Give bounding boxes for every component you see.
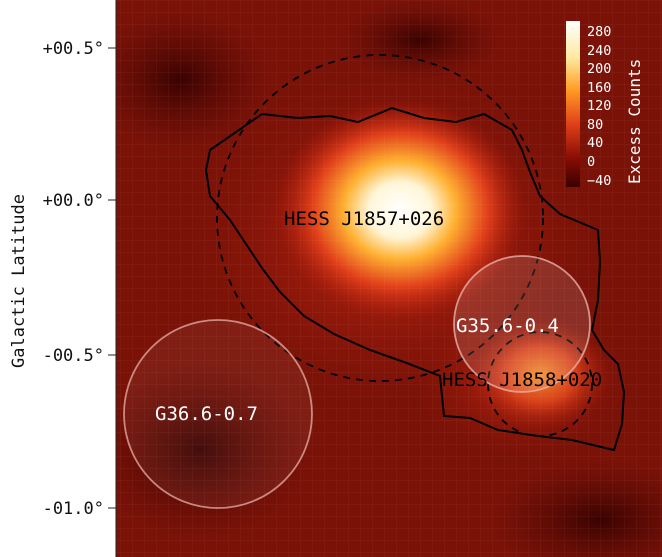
significance-contour — [204, 106, 626, 452]
colorbar-tick: 240 — [587, 43, 611, 59]
y-tick-label: -00.5° — [43, 346, 104, 366]
colorbar-tick: 40 — [587, 135, 603, 151]
hess-j1857-circle — [216, 54, 544, 382]
y-tick-label: -01.0° — [43, 499, 104, 519]
hess-j1858-circle — [487, 331, 593, 437]
colorbar: 280 240 200 160 120 80 40 0 −40 Excess C… — [566, 21, 644, 189]
label-hess-j1858: HESS J1858+020 — [442, 369, 602, 391]
colorbar-tick: 280 — [587, 24, 611, 40]
y-tick-label: +00.5° — [43, 39, 104, 59]
colorbar-label: Excess Counts — [625, 59, 644, 184]
snr-g36-circle — [123, 319, 313, 509]
y-tick-label: +00.0° — [43, 191, 104, 211]
label-g36: G36.6-0.7 — [155, 403, 258, 425]
colorbar-tick: 160 — [587, 80, 611, 96]
colorbar-tick: 200 — [587, 61, 611, 77]
sky-map: HESS J1857+026 G35.6-0.4 HESS J1858+020 … — [116, 0, 662, 557]
colorbar-tick: 80 — [587, 117, 603, 133]
colorbar-tick: 120 — [587, 98, 611, 114]
snr-g35-circle — [453, 255, 591, 393]
colorbar-tick: −40 — [587, 173, 611, 189]
label-g35: G35.6-0.4 — [456, 315, 559, 337]
colorbar-gradient — [566, 21, 580, 187]
y-axis: +00.5° +00.0° -00.5° -01.0° Galactic Lat… — [9, 0, 117, 557]
label-hess-j1857: HESS J1857+026 — [284, 208, 444, 230]
colorbar-tick: 0 — [587, 154, 595, 170]
y-axis-label: Galactic Latitude — [9, 194, 29, 368]
